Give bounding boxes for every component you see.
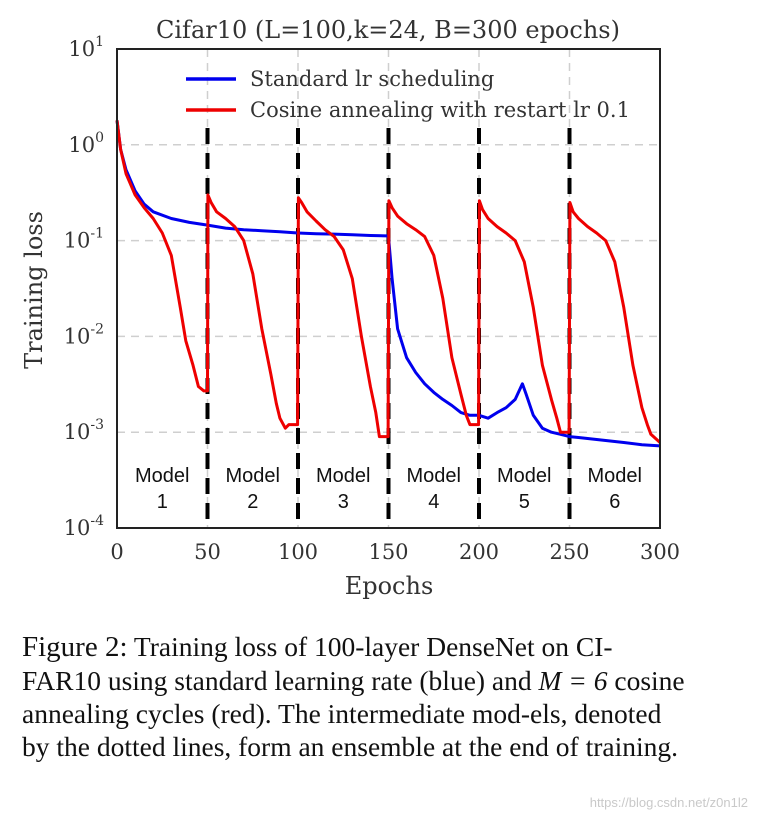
model-label: Model bbox=[407, 465, 461, 487]
x-tick-label: 100 bbox=[278, 540, 318, 564]
x-tick-label: 50 bbox=[194, 540, 221, 564]
figure-label: Figure 2: bbox=[22, 631, 128, 663]
x-tick-label: 150 bbox=[368, 540, 408, 564]
y-axis-label: Training loss bbox=[20, 211, 48, 369]
series-line-standard bbox=[115, 120, 661, 448]
x-axis-label: Epochs bbox=[345, 572, 434, 600]
model-label: Model bbox=[497, 465, 551, 487]
y-tick-label: 10-1 bbox=[64, 226, 104, 253]
plot-frame bbox=[116, 48, 661, 529]
y-tick-label: 10-2 bbox=[64, 321, 104, 348]
y-tick-label: 100 bbox=[68, 130, 104, 157]
training-loss-chart: Cifar10 (L=100,k=24, B=300 epochs) Model… bbox=[20, 16, 680, 600]
figure-caption: Figure 2: Training loss of 100-layer Den… bbox=[22, 630, 686, 763]
y-tick-label: 10-3 bbox=[64, 417, 104, 444]
model-label: Model bbox=[135, 465, 189, 487]
series-layer bbox=[115, 120, 662, 448]
model-label: Model bbox=[226, 465, 280, 487]
caption-math: M = 6 bbox=[538, 665, 608, 696]
x-tick-label: 0 bbox=[110, 540, 123, 564]
caption-text-start: Training loss of 100-layer DenseNet on C… bbox=[22, 631, 613, 696]
y-tick-label: 10-4 bbox=[64, 513, 104, 540]
model-number: 3 bbox=[338, 491, 349, 513]
model-label: Model bbox=[588, 465, 642, 487]
model-labels: Model 1 Model 2 Model 3 Model 4 Model 5 Model 6 bbox=[135, 465, 642, 513]
y-tick-label: 101 bbox=[68, 34, 104, 61]
series-line-cosine bbox=[115, 120, 662, 444]
model-number: 4 bbox=[428, 491, 439, 513]
caption-text-end: cosine annealing cycles (red). The inter… bbox=[22, 665, 685, 762]
x-tick-label: 200 bbox=[459, 540, 499, 564]
model-label: Model bbox=[316, 465, 370, 487]
model-number: 1 bbox=[157, 491, 168, 513]
legend-entry: Cosine annealing with restart lr 0.1 bbox=[250, 98, 630, 122]
chart-title: Cifar10 (L=100,k=24, B=300 epochs) bbox=[156, 16, 620, 44]
model-number: 2 bbox=[247, 491, 258, 513]
y-tick-labels: 10-4 10-3 10-2 10-1 100 101 bbox=[64, 34, 104, 540]
model-number: 6 bbox=[609, 491, 620, 513]
x-tick-label: 250 bbox=[549, 540, 589, 564]
legend-entry: Standard lr scheduling bbox=[250, 67, 494, 91]
model-number: 5 bbox=[519, 491, 530, 513]
x-tick-label: 300 bbox=[640, 540, 680, 564]
legend: Standard lr scheduling Cosine annealing w… bbox=[186, 67, 630, 122]
watermark: https://blog.csdn.net/z0n1l2 bbox=[589, 795, 748, 810]
x-tick-labels: 0 50 100 150 200 250 300 bbox=[110, 540, 680, 564]
